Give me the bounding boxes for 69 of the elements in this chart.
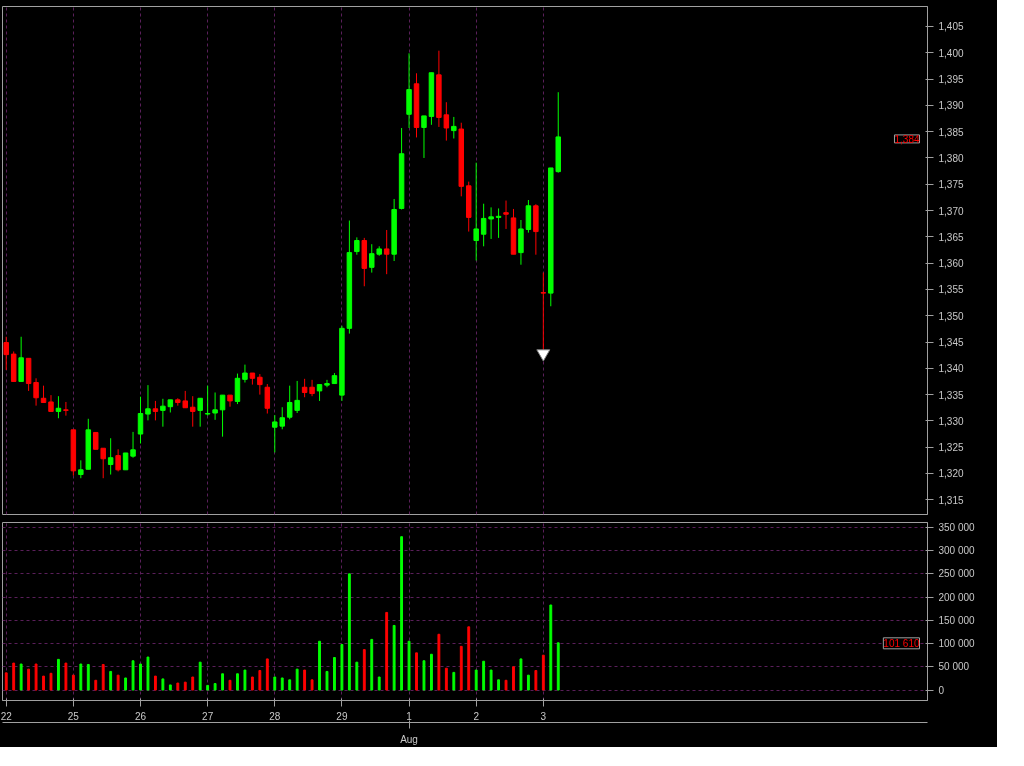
x-tick-label: 27 — [202, 710, 214, 722]
y-tick-label: 1,395 — [938, 74, 964, 86]
candlestick — [55, 395, 62, 419]
candlestick — [421, 115, 427, 159]
y-tick-label: 350 000 — [938, 521, 976, 533]
candlestick — [451, 116, 457, 139]
y-tick-label: 1,335 — [938, 389, 964, 401]
y-tick-label: 1,380 — [938, 152, 964, 164]
candlestick — [107, 437, 114, 476]
y-tick-label: 1,360 — [938, 258, 964, 270]
candlestick — [204, 385, 211, 417]
y-tick-label: 1,375 — [938, 179, 964, 191]
candlestick — [242, 364, 248, 383]
x-tick-label: 2 — [473, 710, 480, 722]
y-tick-label: 1,350 — [938, 310, 964, 322]
candlestick — [257, 373, 263, 396]
candlestick — [152, 400, 159, 421]
candlestick — [137, 396, 144, 445]
x-tick-label: 25 — [67, 710, 80, 722]
x-tick-label: 26 — [134, 710, 147, 722]
y-tick-label: 1,330 — [938, 415, 964, 427]
candlestick — [63, 401, 69, 417]
candlestick — [264, 383, 271, 415]
y-tick-label: 1,340 — [938, 363, 964, 375]
candlestick — [540, 272, 547, 351]
y-tick-label: 1,320 — [938, 468, 964, 480]
candlestick — [525, 199, 532, 234]
y-tick-label: 150 000 — [938, 614, 976, 626]
y-tick-label: 1,390 — [938, 100, 964, 112]
candlestick — [212, 392, 218, 421]
y-tick-label: 100 000 — [938, 638, 976, 650]
y-tick-label: 1,385 — [938, 126, 964, 138]
candlestick — [115, 448, 121, 472]
y-tick-label: 1,325 — [938, 442, 964, 454]
y-tick-label: 50 000 — [938, 661, 970, 673]
y-tick-label: 1,370 — [938, 205, 964, 217]
candlestick — [18, 336, 24, 382]
y-tick-label: 1,400 — [938, 47, 964, 59]
y-tick-label: 1,365 — [938, 231, 964, 243]
y-tick-label: 1,315 — [938, 494, 964, 506]
candlestick — [495, 207, 502, 239]
candlestick — [518, 219, 524, 266]
y-tick-label: 200 000 — [938, 591, 976, 603]
candlestick — [130, 431, 136, 459]
candlestick — [369, 243, 375, 274]
x-tick-label: 1 — [406, 710, 413, 722]
candlestick — [383, 229, 390, 275]
candlestick — [219, 394, 226, 438]
y-tick-label: 0 — [938, 684, 945, 696]
candlestick — [3, 336, 9, 371]
annotation: 101 610 — [883, 637, 920, 649]
x-tick-label: 3 — [540, 710, 547, 722]
x-tick-label: 29 — [336, 710, 348, 722]
y-tick-label: 1,405 — [938, 21, 964, 33]
candlestick — [145, 384, 151, 421]
y-tick-label: 250 000 — [938, 568, 976, 580]
y-tick-label: 1,355 — [938, 284, 964, 296]
x-tick-label: 28 — [269, 710, 281, 722]
candlestick — [197, 397, 203, 428]
candlestick — [33, 377, 39, 407]
y-tick-label: 1,345 — [938, 337, 964, 349]
x-tick-label: 22 — [0, 710, 13, 722]
y-tick-label: 300 000 — [938, 545, 976, 557]
candlestick — [234, 373, 241, 405]
candlestick — [189, 395, 196, 428]
annotation: Aug — [400, 733, 418, 745]
candlestick — [473, 162, 479, 261]
candlestick — [324, 379, 330, 388]
candlestick — [503, 200, 509, 230]
